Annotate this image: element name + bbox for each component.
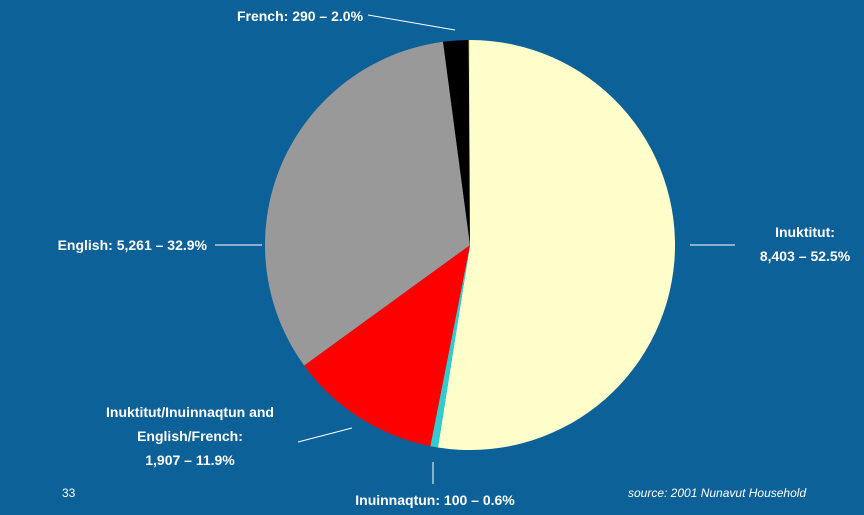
leader-line	[367, 14, 456, 31]
pie-slice	[437, 40, 675, 451]
value-label: 290 – 2.0%	[292, 8, 364, 24]
pie-slice	[304, 245, 470, 447]
category-label: Inuinnaqtun:	[355, 492, 441, 508]
pie-slice	[265, 41, 470, 366]
slice-label: Inuinnaqtun: 100 – 0.6%	[300, 488, 570, 512]
slice-label: Inuktitut/Inuinnaqtun and English/French…	[80, 400, 300, 472]
source: source: 2001 Nunavut Household	[628, 486, 807, 500]
pie-slice	[430, 245, 470, 448]
category-label: Inuktitut/Inuinnaqtun and English/French…	[106, 404, 274, 444]
value-label: 1,907 – 11.9%	[145, 452, 235, 468]
category-label: Inuktitut:	[775, 224, 835, 240]
pie-slice	[468, 40, 470, 245]
category-label: English:	[57, 237, 113, 253]
value-label: 100 – 0.6%	[443, 492, 515, 508]
slice-label: French: 290 – 2.0%	[200, 4, 400, 28]
slice-label: English: 5,261 – 32.9%	[0, 233, 207, 257]
slice-label: Inuktitut: 8,403 – 52.5%	[745, 220, 864, 268]
category-label: French:	[236, 8, 289, 24]
pie-slice	[443, 40, 470, 246]
page-number: 33	[62, 486, 76, 500]
value-label: 5,261 – 32.9%	[116, 237, 207, 253]
value-label: 8,403 – 52.5%	[759, 248, 851, 264]
leader-line	[297, 427, 353, 443]
